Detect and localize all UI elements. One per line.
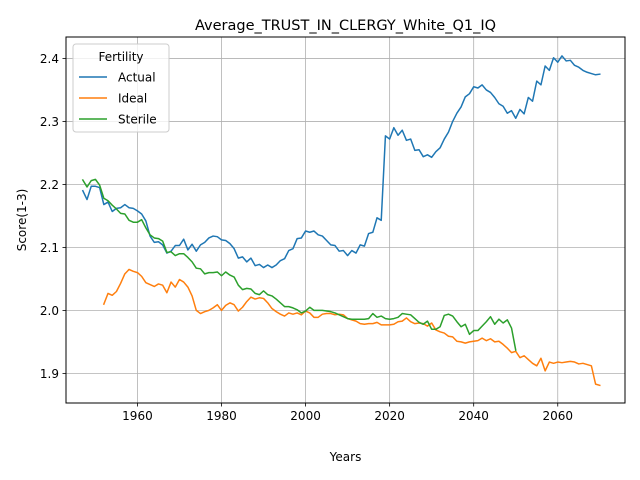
- chart-title: Average_TRUST_IN_CLERGY_White_Q1_IQ: [195, 18, 496, 34]
- x-tick-label: 2060: [542, 409, 573, 423]
- grid: [66, 37, 625, 403]
- y-tick-label: 2.4: [40, 52, 59, 66]
- x-tick-label: 2020: [374, 409, 405, 423]
- legend-box: [72, 43, 170, 133]
- legend-title: Fertility: [98, 50, 143, 64]
- legend-entries: Actual Ideal Sterile: [79, 71, 157, 127]
- x-tick-label: 2040: [458, 409, 489, 423]
- y-tick-label: 1.9: [40, 367, 59, 381]
- x-axis-ticks: 1960 1980 2000 2020 2040 2060: [122, 403, 573, 423]
- series-lines: [81, 55, 601, 387]
- series-line-sterile: [81, 178, 517, 351]
- x-tick-label: 2000: [290, 409, 321, 423]
- legend-label-actual: Actual: [118, 71, 156, 85]
- x-axis-label: Years: [329, 450, 362, 464]
- legend-label-sterile: Sterile: [118, 113, 157, 127]
- y-axis-label: Score(1-3): [15, 189, 29, 252]
- y-tick-label: 2.3: [40, 115, 59, 129]
- plot-frame: [65, 36, 626, 404]
- legend-label-ideal: Ideal: [118, 92, 147, 106]
- y-tick-label: 2.2: [40, 178, 59, 192]
- y-tick-label: 2.1: [40, 241, 59, 255]
- legend: Fertility Actual Ideal Sterile: [72, 43, 170, 133]
- x-tick-label: 1960: [122, 409, 153, 423]
- x-tick-label: 1980: [206, 409, 237, 423]
- y-axis-ticks: 1.9 2.0 2.1 2.2 2.3 2.4: [40, 52, 66, 381]
- y-tick-label: 2.0: [40, 304, 59, 318]
